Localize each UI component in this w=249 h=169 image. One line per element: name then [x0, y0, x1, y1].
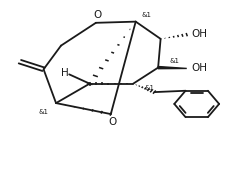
Text: &1: &1: [142, 11, 152, 18]
Text: &1: &1: [144, 85, 154, 91]
Text: O: O: [108, 117, 116, 127]
Text: OH: OH: [192, 29, 208, 39]
Polygon shape: [158, 67, 187, 69]
Text: &1: &1: [39, 109, 49, 115]
Text: H: H: [61, 68, 69, 78]
Text: &1: &1: [169, 58, 179, 64]
Text: O: O: [93, 10, 101, 20]
Text: OH: OH: [192, 63, 208, 73]
